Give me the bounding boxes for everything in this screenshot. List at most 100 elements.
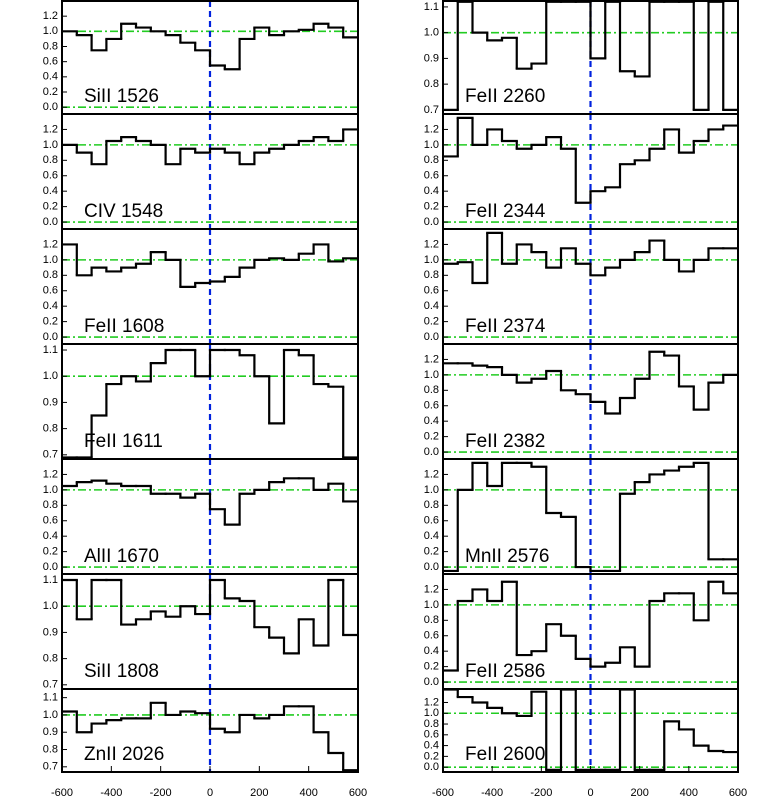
y-tick-label: 0.8	[43, 743, 58, 755]
y-tick-label: 0.8	[424, 718, 439, 730]
y-tick-label: 0.9	[43, 626, 58, 638]
y-tick-label: 1.0	[424, 139, 439, 151]
y-tick-label: 0.4	[424, 415, 439, 427]
y-tick-label: 0.4	[424, 645, 439, 657]
panel: 0.7 0.8 0.9 1.0 1.1 SiII 1808	[43, 573, 359, 691]
plot-area	[62, 114, 358, 229]
y-tick-label: 0.6	[424, 170, 439, 182]
y-tick-label: 0.8	[43, 269, 58, 281]
y-tick-label: 0.6	[424, 400, 439, 412]
y-tick-label: 0.6	[43, 515, 58, 527]
x-tick-label: 0	[587, 787, 593, 799]
y-tick-label: 1.1	[424, 1, 439, 13]
plot-area	[62, 689, 358, 772]
panel: 0.0 0.2 0.4 0.6 0.8 1.0 1.2 SiII 1526	[43, 0, 359, 115]
y-tick-label: 0.6	[424, 729, 439, 741]
line-label: AlII 1670	[84, 546, 159, 567]
y-tick-label: 0.8	[43, 653, 58, 665]
y-tick-label: 1.1	[43, 692, 58, 704]
panel: 0.0 0.2 0.4 0.6 0.8 1.0 1.2 MnII 2576	[424, 458, 739, 575]
panel: 0.0 0.2 0.4 0.6 0.8 1.0 1.2 FeII 2586	[424, 573, 739, 690]
y-tick-label: 0.9	[43, 396, 58, 408]
y-tick-label: 0.2	[43, 201, 58, 213]
x-tick-label: 200	[630, 787, 648, 799]
plot-area	[62, 344, 358, 459]
y-tick-label: 0.0	[424, 446, 439, 458]
plot-area	[443, 574, 738, 689]
y-tick-label: 0.0	[43, 561, 58, 573]
y-tick-label: 0.8	[424, 78, 439, 90]
x-tick-label: -200	[530, 787, 552, 799]
x-tick-label: 400	[680, 787, 698, 799]
y-tick-label: 1.2	[43, 238, 58, 250]
panel: 0.7 0.8 0.9 1.0 1.1 FeII 1611	[43, 343, 359, 461]
y-tick-label: 0.2	[424, 546, 439, 558]
y-tick-label: 0.0	[424, 331, 439, 343]
y-tick-label: 1.0	[43, 370, 58, 382]
x-tick-label: 200	[250, 787, 268, 799]
y-tick-label: 1.1	[43, 574, 58, 586]
y-tick-label: 0.0	[43, 331, 58, 343]
panel: 0.7 0.8 0.9 1.0 1.1 -600 -400 -200 0 200 400 600 ZnI…	[43, 688, 367, 799]
x-tick-label: -400	[100, 787, 122, 799]
y-tick-label: 0.0	[424, 761, 439, 773]
y-tick-label: 0.4	[43, 185, 58, 197]
y-tick-label: 1.0	[43, 600, 58, 612]
x-tick-label: -600	[432, 787, 454, 799]
y-tick-label: 0.6	[43, 170, 58, 182]
panel: 0.0 0.2 0.4 0.6 0.8 1.0 1.2 FeII 2374	[424, 228, 739, 345]
y-tick-label: 1.2	[424, 238, 439, 250]
y-tick-label: 0.8	[424, 614, 439, 626]
line-label: FeII 2586	[465, 661, 545, 682]
x-tick-label: 600	[729, 787, 747, 799]
line-label: FeII 1608	[84, 316, 164, 337]
x-tick-label: 600	[349, 787, 367, 799]
y-tick-label: 0.0	[424, 561, 439, 573]
y-tick-label: 1.0	[43, 709, 58, 721]
y-tick-label: 0.0	[424, 216, 439, 228]
y-tick-label: 0.9	[424, 52, 439, 64]
y-tick-label: 1.2	[424, 123, 439, 135]
x-tick-label: -200	[150, 787, 172, 799]
y-tick-label: 0.0	[424, 676, 439, 688]
x-tick-label: 0	[207, 787, 213, 799]
y-tick-label: 1.2	[424, 583, 439, 595]
y-tick-label: 0.2	[424, 316, 439, 328]
y-tick-label: 1.0	[424, 27, 439, 39]
y-tick-label: 0.2	[424, 201, 439, 213]
line-label: FeII 2600	[465, 744, 545, 765]
y-tick-label: 0.4	[43, 530, 58, 542]
y-tick-label: 1.0	[424, 254, 439, 266]
plot-area	[443, 459, 738, 574]
y-tick-label: 0.7	[43, 761, 58, 773]
y-tick-label: 1.2	[43, 468, 58, 480]
line-label: CIV 1548	[84, 201, 163, 222]
line-label: ZnII 2026	[84, 744, 164, 765]
y-tick-label: 1.0	[43, 484, 58, 496]
y-tick-label: 0.6	[43, 56, 58, 68]
y-tick-label: 0.2	[43, 86, 58, 98]
y-tick-label: 0.7	[424, 104, 439, 116]
line-label: SiII 1808	[84, 661, 159, 682]
line-label: SiII 1526	[84, 86, 159, 107]
plot-area	[62, 459, 358, 574]
y-tick-label: 0.4	[424, 530, 439, 542]
y-tick-label: 0.2	[43, 316, 58, 328]
y-tick-label: 0.4	[43, 300, 58, 312]
y-tick-label: 0.0	[43, 216, 58, 228]
plot-area	[443, 114, 738, 229]
plot-area	[62, 229, 358, 344]
y-tick-label: 1.0	[424, 369, 439, 381]
y-tick-label: 0.8	[424, 384, 439, 396]
line-label: FeII 2344	[465, 201, 546, 222]
y-tick-label: 0.8	[424, 499, 439, 511]
y-tick-label: 1.2	[424, 468, 439, 480]
panel: 0.0 0.2 0.4 0.6 0.8 1.0 1.2 FeII 2344	[424, 113, 739, 230]
y-tick-label: 0.2	[424, 661, 439, 673]
y-tick-label: 0.2	[424, 431, 439, 443]
panel: 0.0 0.2 0.4 0.6 0.8 1.0 1.2 FeII 2382	[424, 343, 739, 460]
y-tick-label: 0.7	[43, 449, 58, 461]
panel: 0.00.20.40.60.81.01.2 -600 -400 -200 0 200 400…	[424, 688, 747, 799]
y-tick-label: 0.2	[43, 546, 58, 558]
